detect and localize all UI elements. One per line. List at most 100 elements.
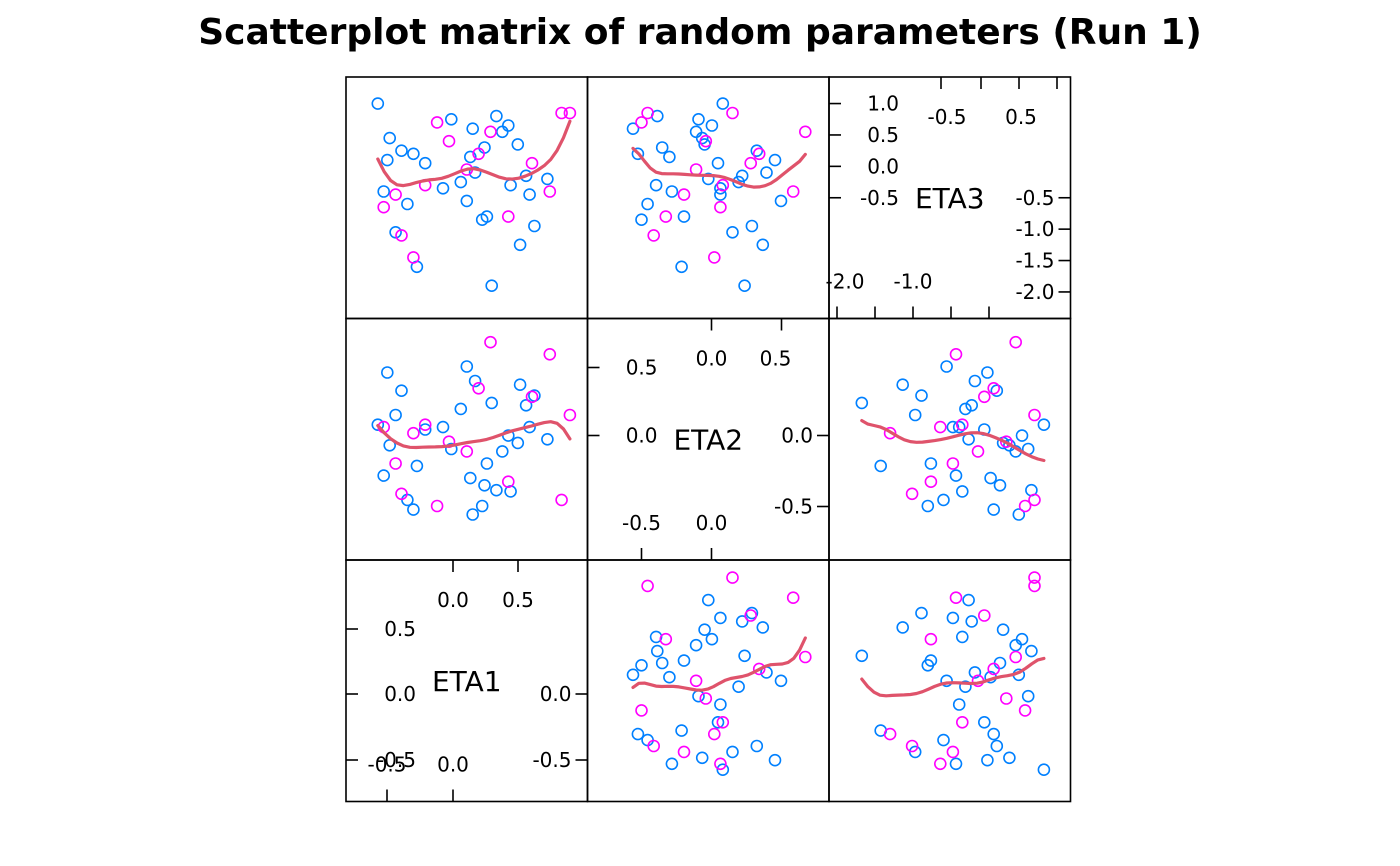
eta2-bottom-tick-label-0: -0.5 (622, 511, 661, 535)
point-eta2-vs-eta3-group1-26 (855, 396, 869, 410)
point-eta3-vs-eta1-group2-8 (525, 156, 539, 170)
point-eta3-vs-eta2-group1-0 (655, 141, 669, 154)
point-eta1-vs-eta2-group1-16 (631, 727, 645, 741)
point-eta3-vs-eta1-group1-13 (380, 153, 394, 167)
point-eta1-vs-eta2-group1-24 (665, 757, 679, 771)
eta3-right-tick-label-0: -0.5 (1015, 186, 1054, 210)
point-eta2-vs-eta1-group1-6 (371, 418, 385, 432)
point-eta1-vs-eta2-group2-5 (707, 727, 721, 741)
point-eta2-vs-eta3-group2-14 (949, 347, 963, 361)
eta3-top-tick-label-0: -0.5 (927, 105, 966, 129)
point-eta1-vs-eta3-group1-0 (993, 656, 1007, 670)
point-eta1-vs-eta2-group1-5 (695, 751, 709, 765)
point-eta2-vs-eta1-group1-14 (468, 374, 482, 388)
point-eta1-vs-eta3-group1-12 (1025, 644, 1038, 658)
point-eta2-vs-eta1-group2-3 (389, 457, 402, 470)
point-eta3-vs-eta1-group1-26 (485, 279, 499, 293)
point-eta3-vs-eta2-group1-21 (711, 156, 725, 170)
point-eta2-vs-eta1-group1-22 (460, 360, 474, 373)
point-eta3-vs-eta1-group2-5 (407, 251, 420, 264)
point-eta1-vs-eta3-group1-5 (1003, 751, 1016, 765)
point-eta2-vs-eta3-group1-3 (959, 402, 972, 416)
point-eta1-vs-eta3-group1-10 (1009, 638, 1023, 652)
point-eta1-vs-eta2-group1-6 (716, 763, 730, 777)
point-eta3-vs-eta1-group2-1 (555, 106, 568, 120)
point-eta2-vs-eta3-group1-1 (874, 459, 888, 473)
point-eta3-vs-eta1-group1-9 (501, 119, 515, 132)
eta3-left-tick-label-0: 1.0 (867, 92, 899, 116)
point-eta2-vs-eta3-group1-19 (946, 420, 960, 434)
point-eta1-vs-eta3-group2-6 (987, 662, 1001, 676)
point-eta3-vs-eta2-group2-1 (641, 106, 654, 120)
point-eta2-vs-eta1-group1-18 (511, 436, 525, 450)
eta1-top-tick-label-1: 0.5 (502, 588, 534, 612)
point-eta2-vs-eta3-group1-27 (990, 384, 1004, 398)
point-eta3-vs-eta1-group1-29 (444, 113, 458, 126)
point-eta3-vs-eta2-group2-11 (647, 229, 661, 242)
point-eta1-vs-eta3-group1-9 (1015, 632, 1029, 646)
point-eta1-vs-eta2-group2-11 (647, 739, 661, 753)
point-eta2-vs-eta3-group2-9 (955, 418, 969, 432)
point-eta1-vs-eta2-group1-12 (650, 644, 664, 658)
point-eta1-vs-eta3-group2-3 (946, 745, 960, 759)
point-eta1-vs-eta3-group2-9 (955, 715, 969, 729)
point-eta1-vs-eta3-group1-3 (959, 680, 972, 694)
point-eta1-vs-eta2-group1-18 (698, 623, 711, 637)
point-eta3-vs-eta1-group2-3 (389, 188, 402, 201)
eta2-top-tick-label-0: 0.0 (696, 347, 728, 371)
point-eta2-vs-eta3-group1-24 (949, 469, 963, 482)
point-eta1-vs-eta2-group1-0 (655, 656, 669, 670)
point-eta2-vs-eta3-group2-0 (1028, 408, 1041, 422)
point-eta3-vs-eta1-group1-8 (528, 219, 541, 233)
point-eta1-vs-eta2-group1-2 (663, 670, 676, 684)
point-eta1-vs-eta2-group1-28 (756, 621, 770, 634)
point-eta3-vs-eta1-group1-23 (504, 178, 517, 192)
point-eta3-vs-eta2-group1-30 (635, 213, 648, 226)
point-eta2-vs-eta1-group2-13 (484, 335, 497, 349)
point-eta1-vs-eta2-group2-3 (677, 745, 691, 759)
point-eta2-vs-eta3-group2-5 (883, 426, 897, 440)
point-eta1-vs-eta3-group1-4 (965, 615, 979, 628)
eta3-top-tick-label-1: 0.5 (1005, 105, 1037, 129)
point-eta1-vs-eta3-group1-16 (987, 727, 1001, 741)
eta1-left-tick-label-0: 0.5 (384, 617, 416, 641)
point-eta2-vs-eta3-group2-3 (946, 457, 960, 470)
point-eta1-vs-eta3-group1-24 (949, 757, 963, 771)
point-eta2-vs-eta3-group2-12 (999, 435, 1013, 449)
point-eta3-vs-eta2-group2-3 (677, 188, 691, 201)
point-eta3-vs-eta2-group1-28 (756, 238, 770, 252)
eta1-bottom-tick-label-0: -0.5 (367, 753, 406, 777)
point-eta2-vs-eta1-group1-29 (444, 442, 458, 456)
chart-title: Scatterplot matrix of random parameters … (198, 12, 1202, 53)
point-eta3-vs-eta2-group1-27 (750, 144, 764, 157)
point-eta3-vs-eta1-group2-4 (430, 116, 444, 129)
point-eta3-vs-eta1-group2-13 (484, 125, 497, 139)
point-eta1-vs-eta2-group1-15 (726, 745, 739, 759)
eta3-left-tick-label-2: 0.0 (867, 154, 899, 178)
point-eta1-vs-eta2-group2-2 (714, 757, 727, 771)
point-eta3-vs-eta2-group1-1 (675, 260, 688, 274)
point-eta3-vs-eta2-group2-13 (798, 125, 812, 139)
point-eta3-vs-eta1-group1-30 (475, 213, 489, 226)
point-eta2-vs-eta3-group1-16 (987, 503, 1001, 516)
smooth-line-eta3-vs-eta1 (376, 119, 572, 188)
point-eta3-vs-eta2-group1-4 (735, 169, 749, 183)
point-eta1-vs-eta3-group1-6 (1037, 763, 1051, 777)
point-eta3-vs-eta1-group1-21 (418, 156, 432, 170)
point-eta2-vs-eta1-group1-15 (389, 408, 402, 422)
point-eta3-vs-eta2-group1-24 (665, 185, 679, 198)
point-eta3-vs-eta1-group1-25 (541, 172, 554, 186)
point-eta1-vs-eta3-group1-8 (915, 606, 928, 620)
point-eta2-vs-eta1-group1-30 (475, 499, 489, 513)
point-eta3-vs-eta2-group1-16 (631, 147, 645, 161)
point-eta3-vs-eta1-group2-7 (501, 210, 515, 223)
point-eta3-vs-eta2-group1-26 (738, 279, 751, 293)
point-eta1-vs-eta3-group2-0 (1028, 571, 1041, 584)
diag-label-eta3: ETA3 (915, 182, 985, 215)
point-eta2-vs-eta3-group1-22 (940, 360, 953, 373)
point-eta3-vs-eta1-group1-3 (454, 175, 468, 189)
point-eta3-vs-eta1-group1-27 (395, 144, 408, 157)
point-eta3-vs-eta1-group1-0 (478, 141, 491, 154)
point-eta3-vs-eta2-group2-0 (726, 106, 739, 120)
point-eta1-vs-eta3-group2-4 (1018, 704, 1032, 717)
